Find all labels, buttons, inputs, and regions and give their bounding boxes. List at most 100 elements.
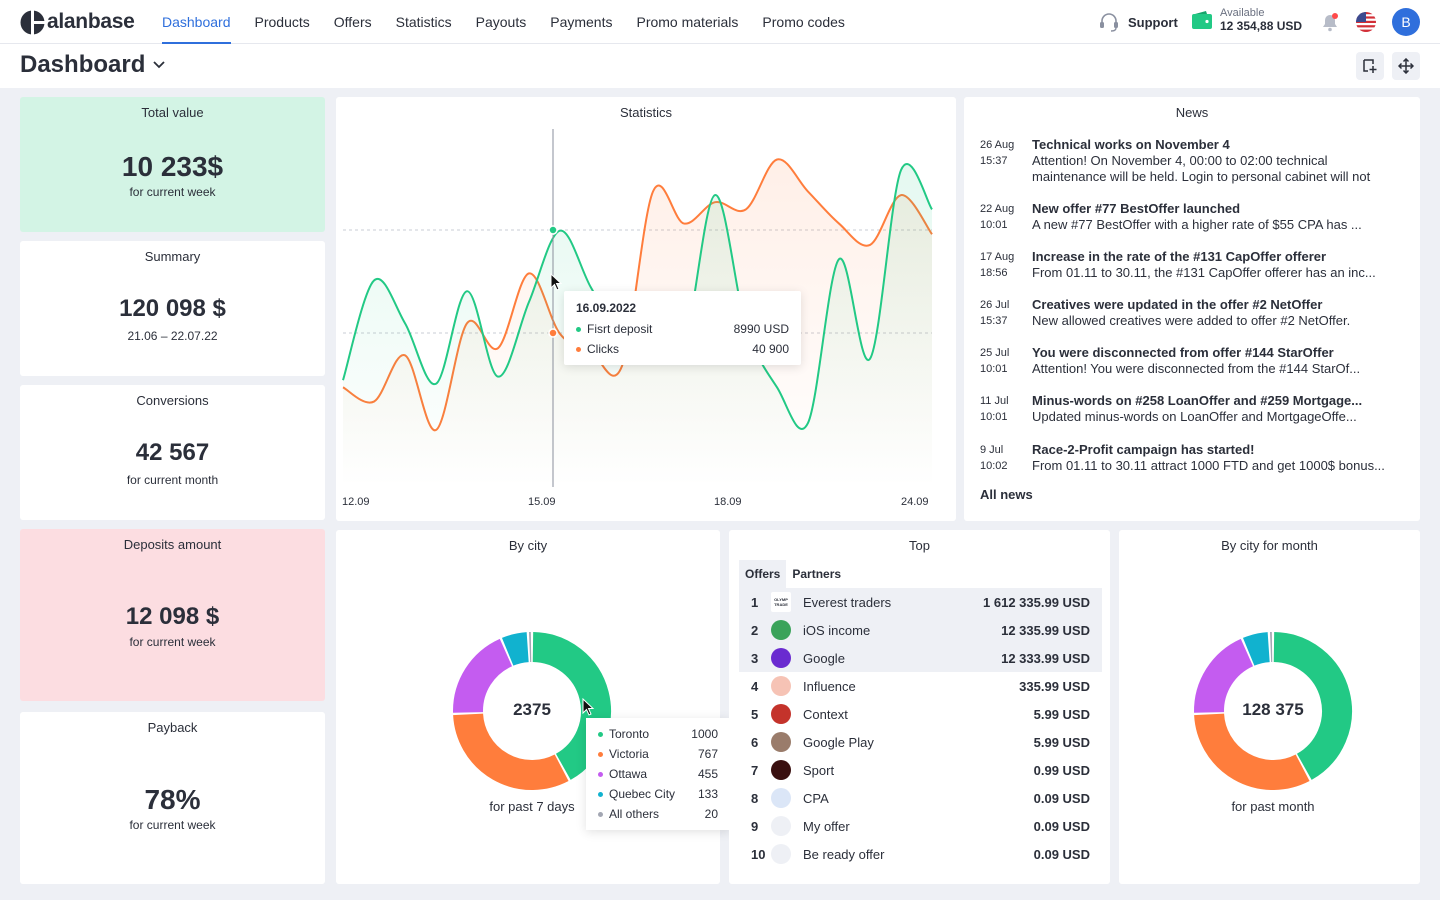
kpi-value: 10 233$ [121,151,224,182]
row-value: 5.99 USD [1033,734,1090,750]
by-city-card: By city 2375 for past 7 days Toronto 1000… [336,530,730,884]
us-flag-icon[interactable] [1356,12,1376,32]
kpi-card-conversions: Conversions 42 567 for current month [20,385,325,520]
row-name: Google Play [803,734,874,750]
wallet-amount: 12 354,88 USD [1220,19,1303,33]
nav-item-dashboard[interactable]: Dashboard [150,0,243,44]
green-dot-icon [576,326,581,332]
row-rank: 4 [751,678,759,694]
donut-slice-3 [501,632,530,666]
row-rank: 2 [751,622,759,638]
nav-item-payments[interactable]: Payments [550,14,613,30]
news-item[interactable]: 22 Aug 10:01 New offer #77 BestOffer laun… [980,201,1404,249]
nav-item-promo-materials[interactable]: Promo materials [636,14,739,30]
kpi-card-payback: Payback 78% for current week [20,712,325,884]
legend-item: Quebec City 133 [598,784,718,804]
top-row[interactable]: 5 Context 5.99 USD [739,700,1102,728]
news-date: 22 Aug 10:01 [980,203,1015,231]
orange-dot-icon [576,346,581,352]
row-name: Sport [803,762,835,778]
wallet-balance[interactable]: Available 12 354,88 USD [1192,7,1302,33]
kpi-title: Conversions [136,393,209,408]
tab-partners[interactable]: Partners [786,560,1102,588]
donut-slice-1 [453,712,569,790]
hover-point-clicks [548,328,558,338]
page-header: Dashboard [0,44,1440,88]
teal-dot-icon [598,791,603,797]
news-item[interactable]: 26 Aug 15:37 Technical works on November … [980,137,1404,201]
tooltip-value: 8990 USD [733,322,789,336]
by-city-month-card: By city for month 128 375 for past month [1119,530,1420,884]
top-row[interactable]: 2 iOS income 12 335.99 USD [739,616,1102,644]
x-tick-label: 12.09 [342,496,370,508]
news-item[interactable]: 25 Jul 10:01 You were disconnected from o… [980,345,1404,393]
donut-slice-2 [1194,638,1254,713]
news-item-text: From 01.11 to 30.11, the #131 CapOffer o… [1032,265,1376,280]
nav-item-promo-codes[interactable]: Promo codes [762,14,845,30]
chevron-down-icon [153,61,165,69]
tooltip-row-deposit: Fisrt deposit 8990 USD [576,319,789,339]
news-item[interactable]: 17 Aug 18:56 Increase in the rate of the … [980,249,1404,297]
dashboard-selector[interactable]: Dashboard [20,51,165,79]
purple-dot-icon [598,771,603,777]
offer-avatar-icon [771,704,791,724]
row-rank: 3 [751,650,759,666]
top-row[interactable]: 1 OLYMP TRADE Everest traders 1 612 335.99 … [739,588,1102,616]
top-row[interactable]: 4 Influence 335.99 USD [739,672,1102,700]
kpi-title: Total value [141,105,204,120]
nav-item-products[interactable]: Products [254,14,310,30]
tab-offers[interactable]: Offers [739,560,787,588]
by-city-title: By city [508,538,548,553]
support-button[interactable]: Support [1098,12,1178,32]
kpi-subtitle: for current month [126,473,219,487]
kpi-subtitle: for current week [129,185,216,199]
news-item-text: New allowed creatives were added to offe… [1032,313,1351,328]
move-arrows-icon [1398,58,1414,74]
top-tabs: Offers Partners [739,560,1102,588]
alanbase-logo[interactable]: alanbase [20,9,135,35]
move-layout-button[interactable] [1392,52,1420,80]
top-row[interactable]: 3 Google 12 333.99 USD [739,644,1102,672]
top-card: Top Offers Partners 1 OLYMP TRADE Everest … [729,530,1110,884]
mouse-cursor-icon [582,698,595,716]
news-item-title: Race-2-Profit campaign has started! [1032,442,1255,457]
notification-bell-icon[interactable] [1320,12,1340,32]
add-widget-button[interactable] [1356,52,1384,80]
wallet-icon [1192,11,1212,29]
by-city-donut-chart[interactable] [452,631,612,791]
top-row[interactable]: 9 My offer 0.09 USD [739,812,1102,840]
offer-avatar-icon [771,844,791,864]
kpi-subtitle: for current week [129,635,216,649]
statistics-title: Statistics [619,105,672,120]
kpi-value: 120 098 $ [119,295,226,322]
user-avatar[interactable]: B [1392,8,1420,36]
nav-item-offers[interactable]: Offers [333,14,372,30]
news-item[interactable]: 9 Jul 10:02 Race-2-Profit campaign has st… [980,442,1404,482]
row-name: Everest traders [803,594,892,610]
by-city-month-title: By city for month [1221,538,1318,553]
news-item[interactable]: 26 Jul 15:37 Creatives were updated in th… [980,297,1404,345]
top-row[interactable]: 10 Be ready offer 0.09 USD [739,840,1102,868]
legend-item: Victoria 767 [598,744,718,764]
all-news-link[interactable]: All news [980,487,1033,502]
top-row[interactable]: 6 Google Play 5.99 USD [739,728,1102,756]
wallet-label: Available [1220,7,1265,19]
kpi-value: 78% [144,784,201,815]
tooltip-label: Clicks [587,342,619,356]
news-item[interactable]: 11 Jul 10:01 Minus-words on #258 LoanOffe… [980,393,1404,442]
donut-slice-1 [1194,712,1310,790]
nav-item-payouts[interactable]: Payouts [475,14,527,30]
top-row[interactable]: 8 CPA 0.09 USD [739,784,1102,812]
top-row[interactable]: 7 Sport 0.99 USD [739,756,1102,784]
donut-caption: for past month [1231,799,1315,814]
by-city-month-donut-chart[interactable] [1193,631,1353,791]
offer-avatar-icon [771,788,791,808]
page-title: Dashboard [20,51,146,78]
offer-avatar-icon [771,816,791,836]
x-tick-label: 18.09 [714,496,742,508]
nav-item-statistics[interactable]: Statistics [395,14,452,30]
row-name: Be ready offer [803,846,885,862]
kpi-card-deposits-amount: Deposits amount 12 098 $ for current wee… [20,529,325,701]
news-date: 17 Aug 18:56 [980,251,1015,279]
gray-dot-icon [598,811,603,817]
